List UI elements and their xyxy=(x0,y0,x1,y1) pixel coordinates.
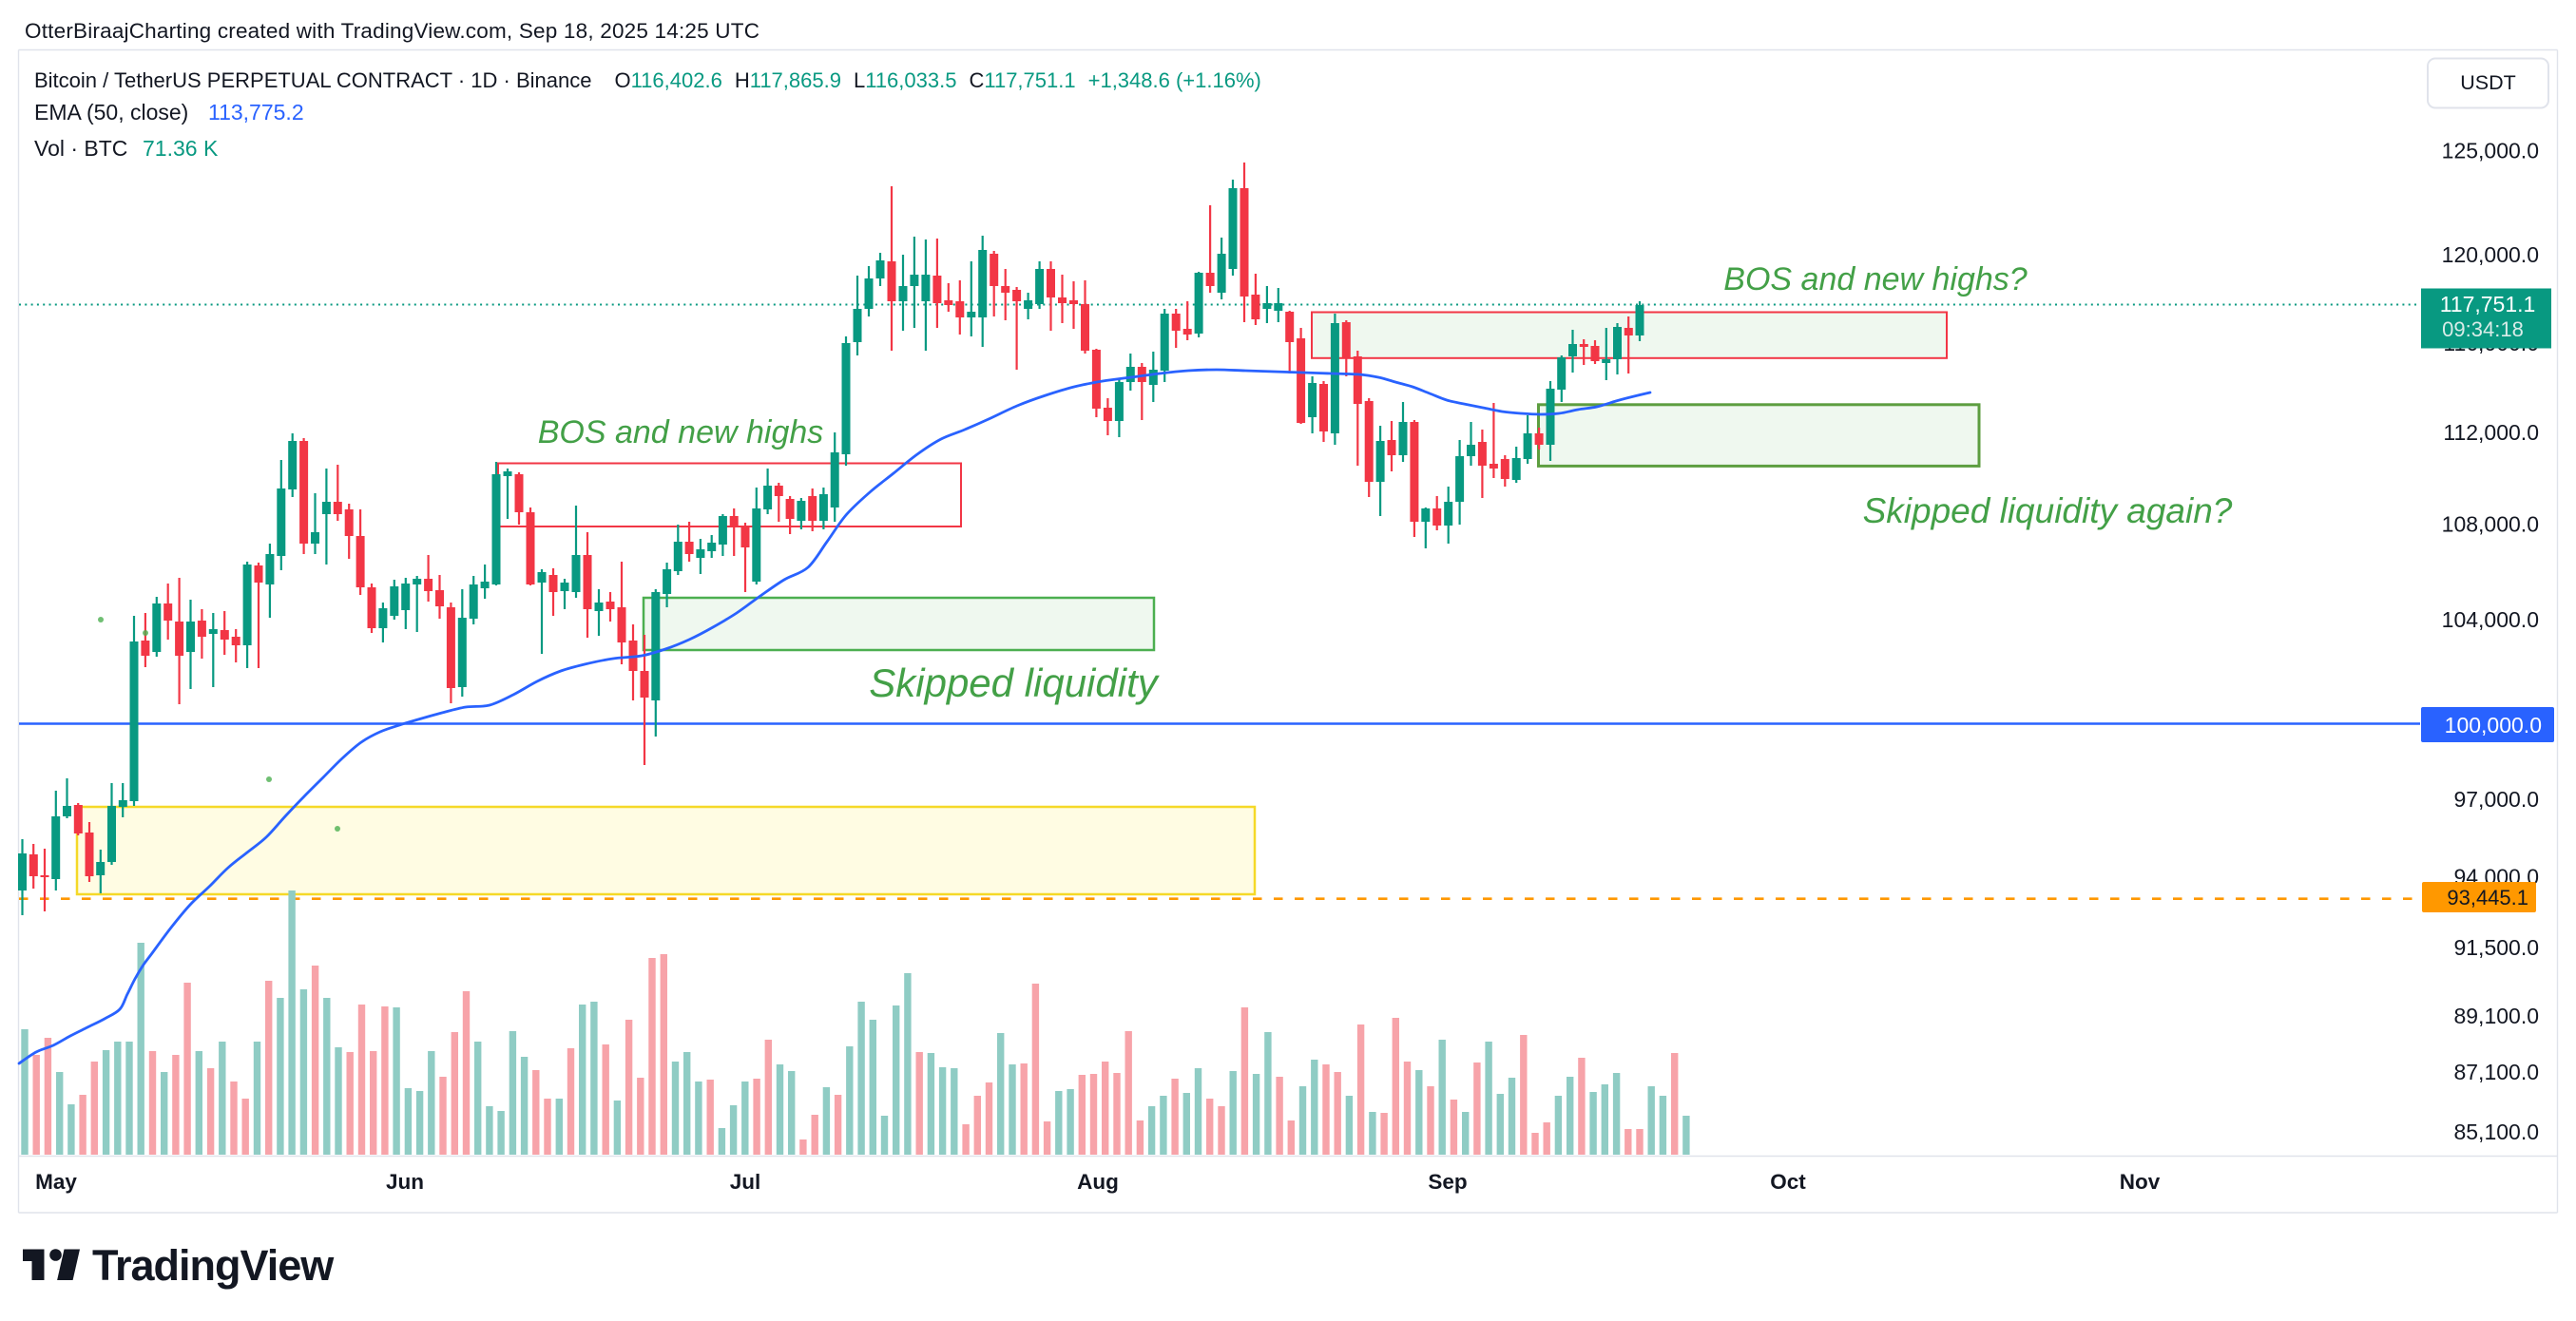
svg-text:Oct: Oct xyxy=(1770,1170,1806,1194)
svg-text:91,500.0: 91,500.0 xyxy=(2453,935,2539,960)
svg-text:112,000.0: 112,000.0 xyxy=(2443,420,2539,445)
svg-text:97,000.0: 97,000.0 xyxy=(2453,787,2539,812)
svg-text:OtterBiraajCharting created wi: OtterBiraajCharting created with Trading… xyxy=(25,19,759,43)
svg-text:Vol · BTC: Vol · BTC xyxy=(34,136,127,161)
svg-text:Nov: Nov xyxy=(2120,1170,2161,1194)
svg-text:120,000.0: 120,000.0 xyxy=(2442,242,2539,267)
svg-text:85,100.0: 85,100.0 xyxy=(2453,1120,2539,1144)
svg-text:Skipped liquidity: Skipped liquidity xyxy=(869,660,1161,705)
svg-text:TradingView: TradingView xyxy=(92,1241,335,1290)
svg-text:Bitcoin / TetherUS PERPETUAL C: Bitcoin / TetherUS PERPETUAL CONTRACT · … xyxy=(34,68,1261,92)
svg-text:87,100.0: 87,100.0 xyxy=(2453,1060,2539,1084)
svg-text:May: May xyxy=(35,1170,77,1194)
svg-text:117,751.1: 117,751.1 xyxy=(2440,292,2536,316)
svg-text:USDT: USDT xyxy=(2460,71,2516,94)
svg-text:Skipped liquidity again?: Skipped liquidity again? xyxy=(1863,491,2233,530)
svg-text:BOS and new highs?: BOS and new highs? xyxy=(1723,261,2028,297)
svg-text:Jun: Jun xyxy=(386,1170,424,1194)
svg-text:89,100.0: 89,100.0 xyxy=(2453,1004,2539,1028)
svg-text:100,000.0: 100,000.0 xyxy=(2445,713,2542,737)
svg-text:EMA (50, close): EMA (50, close) xyxy=(34,100,188,124)
svg-text:71.36 K: 71.36 K xyxy=(143,136,219,161)
svg-text:09:34:18: 09:34:18 xyxy=(2442,317,2524,341)
svg-text:Jul: Jul xyxy=(730,1170,761,1194)
svg-text:125,000.0: 125,000.0 xyxy=(2442,139,2539,163)
svg-text:Sep: Sep xyxy=(1428,1170,1467,1194)
svg-text:93,445.1: 93,445.1 xyxy=(2447,886,2528,909)
svg-text:104,000.0: 104,000.0 xyxy=(2442,607,2539,632)
svg-text:113,775.2: 113,775.2 xyxy=(208,100,304,124)
svg-text:108,000.0: 108,000.0 xyxy=(2442,512,2539,537)
svg-text:Aug: Aug xyxy=(1077,1170,1119,1194)
svg-text:BOS and new highs: BOS and new highs xyxy=(538,414,824,450)
